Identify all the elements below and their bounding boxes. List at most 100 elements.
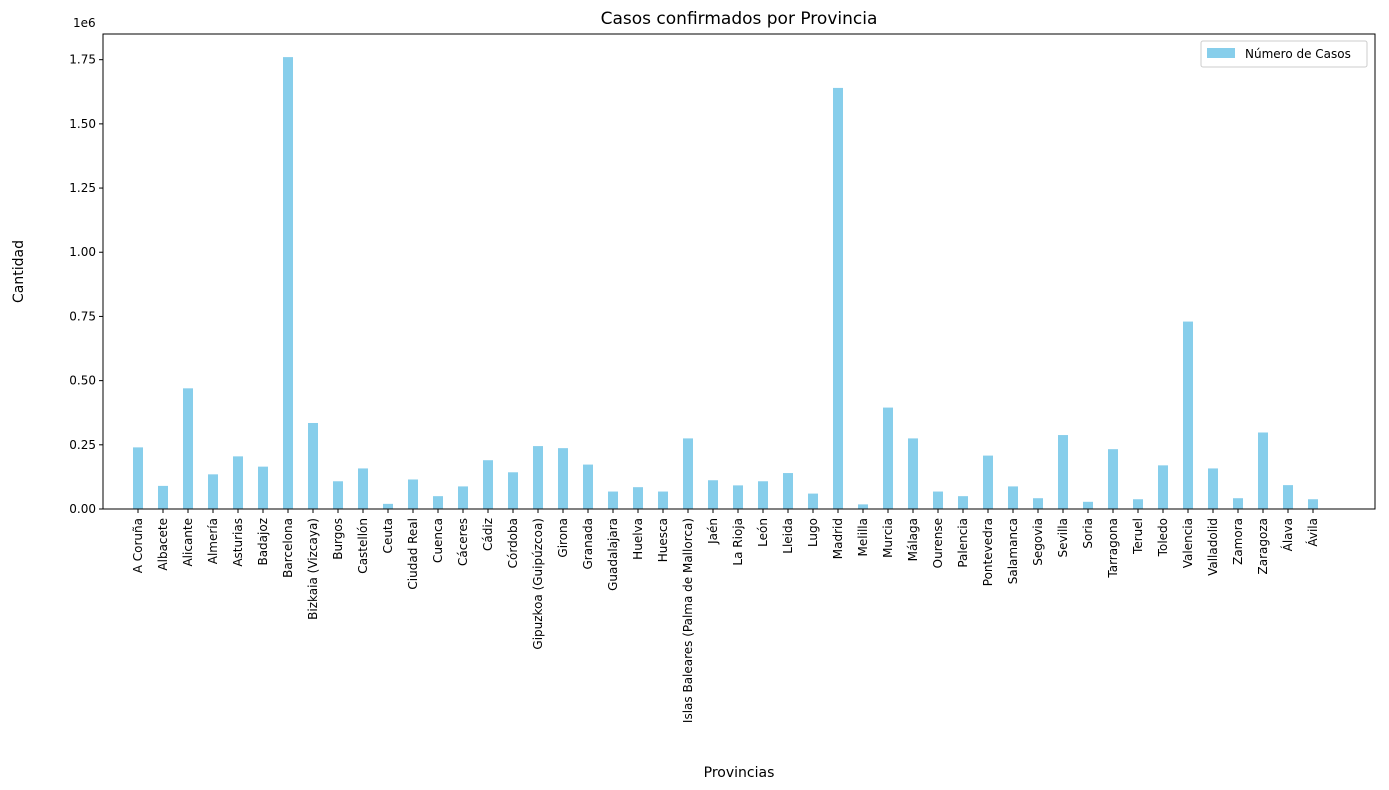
x-tick-label: Huelva: [631, 518, 645, 560]
legend-label: Número de Casos: [1245, 47, 1351, 61]
bar-22: [683, 438, 693, 509]
x-tick-label: Salamanca: [1006, 518, 1020, 584]
bar-17: [558, 448, 568, 509]
bar-9: [358, 468, 368, 509]
bar-12: [433, 496, 443, 509]
bar-5: [258, 466, 268, 509]
bar-47: [1308, 499, 1318, 509]
x-tick-label: Álava: [1280, 518, 1295, 551]
x-tick-label: Islas Baleares (Palma de Mallorca): [681, 518, 695, 723]
bar-40: [1133, 499, 1143, 509]
bar-7: [308, 422, 318, 509]
bar-26: [783, 473, 793, 509]
x-tick-label: La Rioja: [731, 518, 745, 566]
legend-box: [1200, 40, 1368, 68]
x-tick-label: Pontevedra: [981, 518, 995, 586]
bar-8: [333, 481, 343, 509]
bar-0: [133, 447, 143, 509]
x-tick-label: A Coruña: [131, 518, 145, 573]
x-tick-label: Guadalajara: [606, 518, 620, 591]
bar-29: [858, 504, 868, 509]
y-axis-title: Cantidad: [11, 240, 27, 303]
y-tick-label: 0.50: [69, 374, 96, 388]
bar-2: [183, 388, 193, 509]
bar-23: [708, 480, 718, 509]
x-tick-label: Toledo: [1156, 518, 1170, 557]
x-tick-label: Madrid: [831, 518, 845, 559]
x-tick-label: Gipuzkoa (Guipúzcoa): [531, 518, 545, 650]
bar-13: [458, 486, 468, 509]
bar-45: [1258, 432, 1268, 509]
y-tick-label: 1.75: [69, 53, 96, 67]
x-tick-label: Cuenca: [431, 518, 445, 563]
bar-20: [633, 487, 643, 509]
bar-19: [608, 491, 618, 509]
x-ticks-group: A Coruña Albacete Alicante Almería Asturias B…: [131, 509, 1320, 723]
bar-25: [758, 481, 768, 509]
bars-group: [133, 57, 1318, 510]
x-tick-label: Zaragoza: [1256, 518, 1270, 574]
y-offset-label: 1e6: [73, 16, 96, 30]
bar-21: [658, 491, 668, 509]
x-tick-label: Ciudad Real: [406, 518, 420, 590]
bar-39: [1108, 449, 1118, 509]
bar-31: [908, 438, 918, 509]
chart-title: Casos confirmados por Provincia: [601, 9, 878, 29]
x-tick-label: Ourense: [931, 518, 945, 568]
x-tick-label: Bizkaia (Vizcaya): [306, 518, 320, 620]
bar-36: [1033, 498, 1043, 509]
x-tick-label: Zamora: [1231, 518, 1245, 565]
bar-32: [933, 491, 943, 509]
bar-6: [283, 57, 293, 510]
x-axis-title: Provincias: [704, 765, 775, 781]
bar-3: [208, 474, 218, 509]
x-tick-label: Almería: [206, 518, 220, 564]
bar-33: [958, 496, 968, 509]
x-tick-label: Teruel: [1131, 518, 1145, 555]
bar-1: [158, 485, 168, 509]
bar-18: [583, 464, 593, 509]
bar-44: [1233, 498, 1243, 509]
x-tick-label: Tarragona: [1106, 518, 1120, 579]
x-tick-label: Córdoba: [506, 518, 520, 568]
x-tick-label: Castellón: [356, 518, 370, 574]
x-tick-label: Cáceres: [456, 518, 470, 566]
y-tick-label: 1.25: [69, 181, 96, 195]
x-tick-label: Melilla: [856, 518, 870, 556]
x-tick-label: Burgos: [331, 518, 345, 560]
x-tick-label: Huesca: [656, 518, 670, 562]
bar-43: [1208, 468, 1218, 509]
bar-42: [1183, 321, 1193, 509]
x-tick-label: Segovia: [1031, 518, 1045, 566]
y-tick-label: 1.50: [69, 117, 96, 131]
x-tick-label: Soria: [1081, 518, 1095, 549]
x-tick-label: Albacete: [156, 518, 170, 571]
x-tick-label: Lugo: [806, 518, 820, 547]
y-ticks-group: 0.00 0.25 0.50 0.75 1.00 1.25 1.50 1.75: [69, 53, 103, 516]
x-tick-label: Palencia: [956, 518, 970, 568]
bar-4: [233, 456, 243, 509]
bar-10: [383, 503, 393, 509]
x-tick-label: León: [756, 518, 770, 547]
x-tick-label: Ceuta: [381, 518, 395, 553]
x-tick-label: Barcelona: [281, 518, 295, 578]
x-tick-label: Alicante: [181, 518, 195, 567]
bar-16: [533, 446, 543, 509]
x-tick-label: Valladolid: [1206, 518, 1220, 576]
bar-14: [483, 460, 493, 509]
x-tick-label: Girona: [556, 518, 570, 558]
x-tick-label: Cádiz: [481, 518, 495, 551]
bar-46: [1283, 485, 1293, 509]
x-tick-label: Murcia: [881, 518, 895, 558]
bar-24: [733, 485, 743, 509]
plot-frame: [102, 33, 1376, 510]
x-tick-label: Granada: [581, 518, 595, 570]
x-tick-label: Sevilla: [1056, 518, 1070, 557]
x-tick-label: Málaga: [906, 518, 920, 561]
y-tick-label: 1.00: [69, 245, 96, 259]
bar-28: [833, 87, 843, 510]
bar-15: [508, 472, 518, 509]
bar-37: [1058, 435, 1068, 509]
